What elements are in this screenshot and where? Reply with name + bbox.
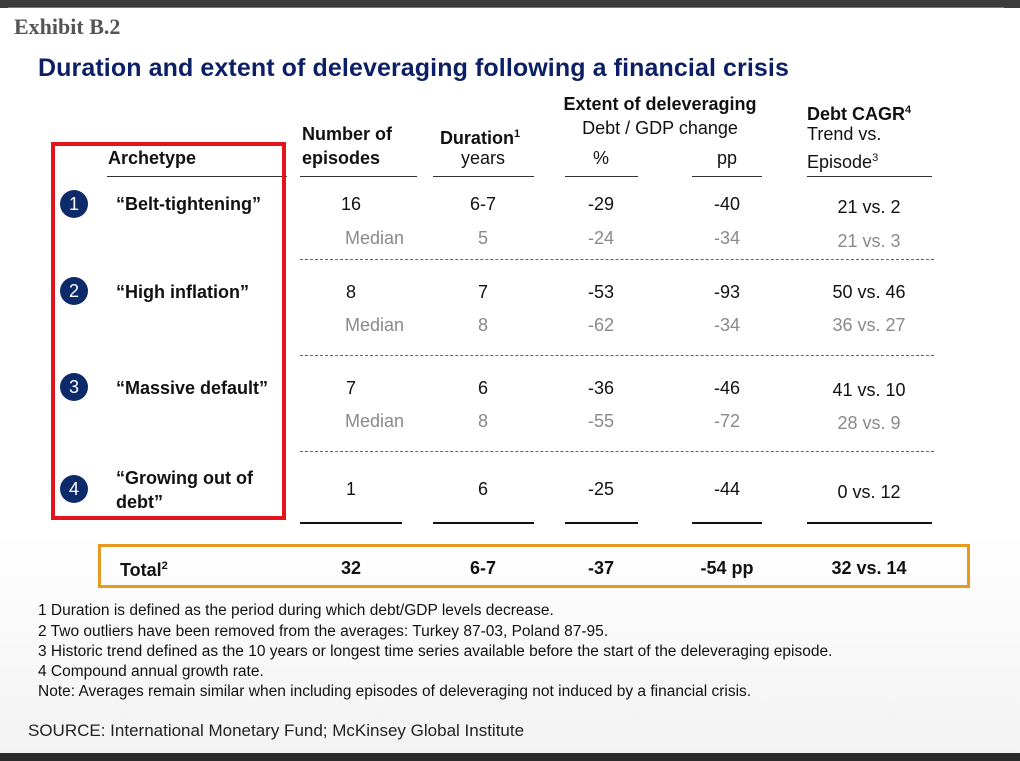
header-rule-percent	[565, 176, 638, 177]
header-cagr-line3-text: Episode	[807, 152, 873, 172]
header-rule-pp	[692, 176, 762, 177]
row4-pp: -44	[713, 479, 741, 499]
total-rule-percent	[565, 522, 638, 524]
archetype-name-3: “Massive default”	[116, 378, 269, 398]
row1-percent: -29	[587, 194, 615, 214]
header-extent-subtitle: Debt / GDP change	[582, 118, 738, 138]
footnote-3: 3 Historic trend defined as the 10 years…	[38, 643, 833, 660]
row2-episodes: 8	[345, 282, 357, 302]
total-percent: -37	[587, 558, 615, 578]
source-line: SOURCE: International Monetary Fund; McK…	[28, 721, 525, 740]
total-rule-pp	[692, 522, 762, 524]
footnote-2: 2 Two outliers have been removed from th…	[38, 623, 609, 640]
archetype-number-4: 4	[60, 475, 88, 503]
header-rule-duration	[433, 176, 534, 177]
total-label: Total2	[120, 555, 168, 581]
row3-median-pp: -72	[713, 411, 741, 431]
footnote-1: 1 Duration is defined as the period duri…	[38, 602, 554, 619]
header-rule-episodes	[300, 176, 417, 177]
header-cagr-line3-sup: 3	[872, 152, 879, 164]
header-rule-archetype	[107, 176, 287, 177]
row3-cagr: 41 vs. 10	[832, 380, 906, 400]
header-cagr-line3: Episode3	[807, 147, 878, 173]
row4-episodes: 1	[345, 479, 357, 499]
row3-median-percent: -55	[587, 411, 615, 431]
row2-percent: -53	[587, 282, 615, 302]
row1-median-cagr: 21 vs. 3	[837, 231, 901, 251]
row-divider	[300, 259, 934, 260]
header-extent-pp: pp	[716, 148, 738, 168]
exhibit-label: Exhibit B.2	[14, 14, 121, 39]
row-divider	[300, 355, 934, 356]
row1-median-duration: 5	[477, 228, 489, 248]
footnote-4: 4 Compound annual growth rate.	[38, 663, 264, 680]
row2-median-percent: -62	[587, 315, 615, 335]
archetype-highlight-box	[51, 142, 286, 520]
total-highlight-box	[98, 544, 970, 588]
row3-duration: 6	[477, 378, 489, 398]
row3-pp: -46	[713, 378, 741, 398]
header-cagr: Debt CAGR4	[807, 99, 911, 125]
top-rule	[8, 7, 1004, 8]
row1-median-pp: -34	[713, 228, 741, 248]
row3-median-duration: 8	[477, 411, 489, 431]
row2-median-pp: -34	[713, 315, 741, 335]
row4-cagr: 0 vs. 12	[837, 482, 901, 502]
total-duration: 6-7	[469, 558, 497, 578]
row1-duration: 6-7	[469, 194, 497, 214]
header-extent: Extent of deleveraging	[563, 94, 757, 114]
row2-duration: 7	[477, 282, 489, 302]
total-pp: -54 pp	[700, 558, 754, 578]
archetype-name-4-line1: “Growing out of	[116, 468, 253, 488]
row-divider	[300, 451, 934, 452]
row1-pp: -40	[713, 194, 741, 214]
header-duration-text: Duration	[439, 128, 514, 148]
header-cagr-sup: 4	[905, 104, 912, 116]
header-cagr-line2: Trend vs.	[807, 124, 882, 144]
row4-duration: 6	[477, 479, 489, 499]
header-duration-unit: years	[460, 148, 506, 168]
header-cagr-text: Debt CAGR	[807, 104, 905, 124]
page-title: Duration and extent of deleveraging foll…	[38, 54, 789, 82]
archetype-number-3: 3	[60, 373, 88, 401]
row3-episodes: 7	[345, 378, 357, 398]
header-episodes-line2: episodes	[302, 148, 381, 168]
archetype-name-2: “High inflation”	[116, 282, 249, 302]
row1-episodes: 16	[340, 194, 362, 214]
total-rule-episodes	[300, 522, 402, 524]
bottom-bar	[0, 753, 1020, 761]
header-duration-sup: 1	[513, 128, 521, 140]
total-rule-cagr	[807, 522, 932, 524]
total-cagr: 32 vs. 14	[831, 558, 907, 578]
row2-cagr: 50 vs. 46	[832, 282, 906, 302]
row3-median-cagr: 28 vs. 9	[837, 413, 901, 433]
total-episodes: 32	[340, 558, 362, 578]
header-episodes-line1: Number of	[302, 124, 392, 144]
row1-median-percent: -24	[587, 228, 615, 248]
header-rule-cagr	[807, 176, 932, 177]
row2-median-duration: 8	[477, 315, 489, 335]
row3-median-label: Median	[345, 411, 405, 431]
footnote-note: Note: Averages remain similar when inclu…	[38, 683, 752, 700]
row4-percent: -25	[587, 479, 615, 499]
top-bar	[0, 0, 1020, 8]
row1-cagr: 21 vs. 2	[837, 197, 901, 217]
archetype-number-2: 2	[60, 277, 88, 305]
archetype-name-1: “Belt-tightening”	[116, 194, 261, 214]
header-archetype: Archetype	[108, 148, 197, 168]
row2-median-label: Median	[345, 315, 405, 335]
archetype-number-1: 1	[60, 190, 88, 218]
row2-pp: -93	[713, 282, 741, 302]
row1-median-label: Median	[345, 228, 405, 248]
archetype-name-4-line2: debt”	[116, 492, 163, 512]
row2-median-cagr: 36 vs. 27	[832, 315, 906, 335]
total-rule-duration	[433, 522, 534, 524]
total-label-sup: 2	[161, 560, 168, 572]
total-label-text: Total	[120, 560, 162, 580]
row3-percent: -36	[587, 378, 615, 398]
header-extent-percent: %	[592, 148, 610, 168]
header-duration: Duration1	[440, 123, 520, 149]
